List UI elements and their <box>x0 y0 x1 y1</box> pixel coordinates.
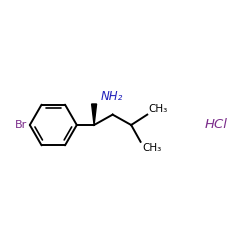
Text: CH₃: CH₃ <box>149 104 168 114</box>
Text: CH₃: CH₃ <box>142 143 161 153</box>
Text: HCl: HCl <box>205 118 228 132</box>
Polygon shape <box>92 104 96 125</box>
Text: Br: Br <box>14 120 27 130</box>
Text: NH₂: NH₂ <box>100 90 123 103</box>
